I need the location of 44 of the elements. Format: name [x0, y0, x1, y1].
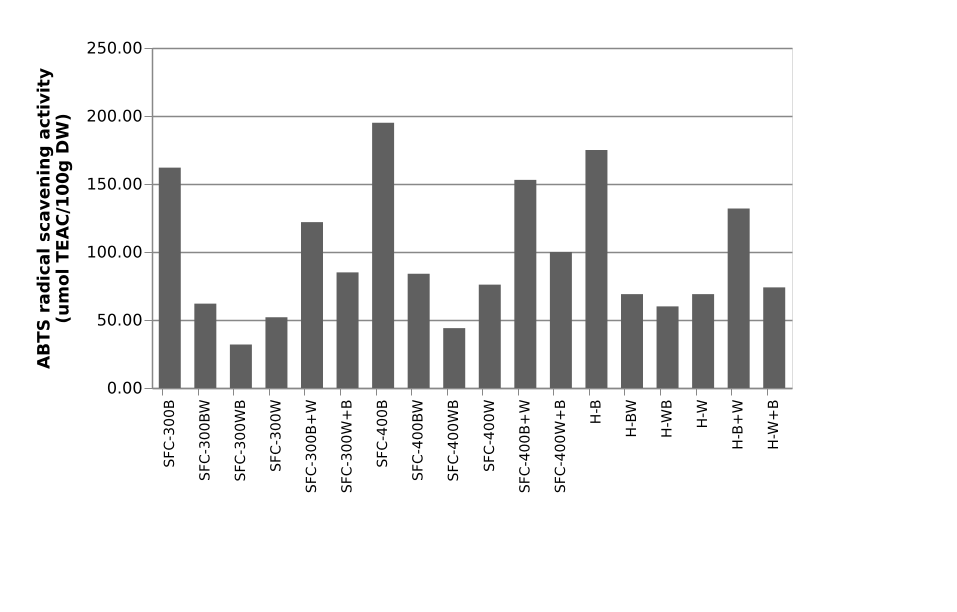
y-tick-label: 200.00: [86, 106, 142, 126]
y-tick-label: 150.00: [86, 174, 142, 194]
text: (umol TEAC/100g DW): [54, 113, 74, 324]
bar: [585, 150, 608, 388]
x-tick-label: SFC-400W: [482, 399, 498, 472]
y-tick-label: 50.00: [96, 310, 142, 330]
y-tick-label: 250.00: [86, 38, 142, 58]
x-tick-label: SFC-400B+W: [517, 399, 534, 494]
y-tick-label: 100.00: [86, 242, 142, 262]
bar: [336, 272, 359, 388]
x-tick-label: SFC-300BW: [197, 399, 214, 481]
bar: [514, 180, 536, 388]
bar: [230, 344, 252, 388]
x-tick-label: SFC-400WB: [446, 400, 462, 482]
x-tick-label: H-W+B: [766, 400, 782, 450]
x-tick-label: SFC-400W+B: [552, 400, 569, 494]
bar: [478, 284, 501, 388]
x-tick-label: H-B+W: [730, 399, 747, 450]
bar: [301, 222, 323, 388]
bar: [265, 317, 288, 388]
x-tick-label: SFC-400B: [375, 400, 392, 468]
bar: [728, 208, 750, 388]
bar: [550, 252, 572, 388]
x-tick-label: SFC-300B+W: [304, 399, 320, 494]
bar: [194, 304, 216, 388]
bar: [158, 168, 181, 388]
bar: [408, 274, 430, 388]
x-tick-label: H-B: [588, 400, 604, 424]
bar: [763, 287, 786, 388]
bar: [621, 294, 643, 388]
x-tick-label: SFC-300B: [162, 400, 178, 468]
x-tick-label: SFC-300WB: [232, 400, 249, 482]
x-tick-label: H-W: [695, 399, 712, 428]
y-tick-label: 0.00: [106, 378, 142, 398]
x-tick-label: SFC-300W+B: [340, 400, 356, 494]
bar: [443, 328, 466, 388]
x-tick-label: SFC-400BW: [410, 399, 427, 481]
text: ABTS radical scavening activity: [34, 68, 55, 370]
bar: [372, 122, 394, 388]
x-tick-label: SFC-300W: [268, 399, 284, 472]
bar: [692, 294, 714, 388]
x-tick-label: H-BW: [624, 399, 640, 438]
bar: [656, 306, 679, 388]
x-tick-label: H-WB: [660, 400, 676, 438]
